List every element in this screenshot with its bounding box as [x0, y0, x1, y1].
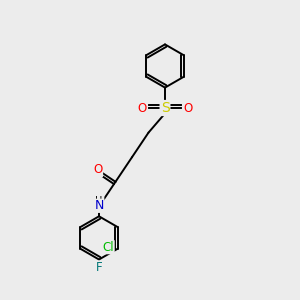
Text: O: O [183, 101, 192, 115]
Text: O: O [93, 163, 102, 176]
Text: S: S [160, 101, 169, 115]
Text: Cl: Cl [103, 241, 114, 254]
Text: H: H [95, 201, 103, 212]
Text: N: N [94, 199, 104, 212]
Text: F: F [96, 261, 102, 274]
Text: H: H [95, 196, 103, 206]
Text: N: N [94, 197, 103, 210]
Text: O: O [138, 101, 147, 115]
